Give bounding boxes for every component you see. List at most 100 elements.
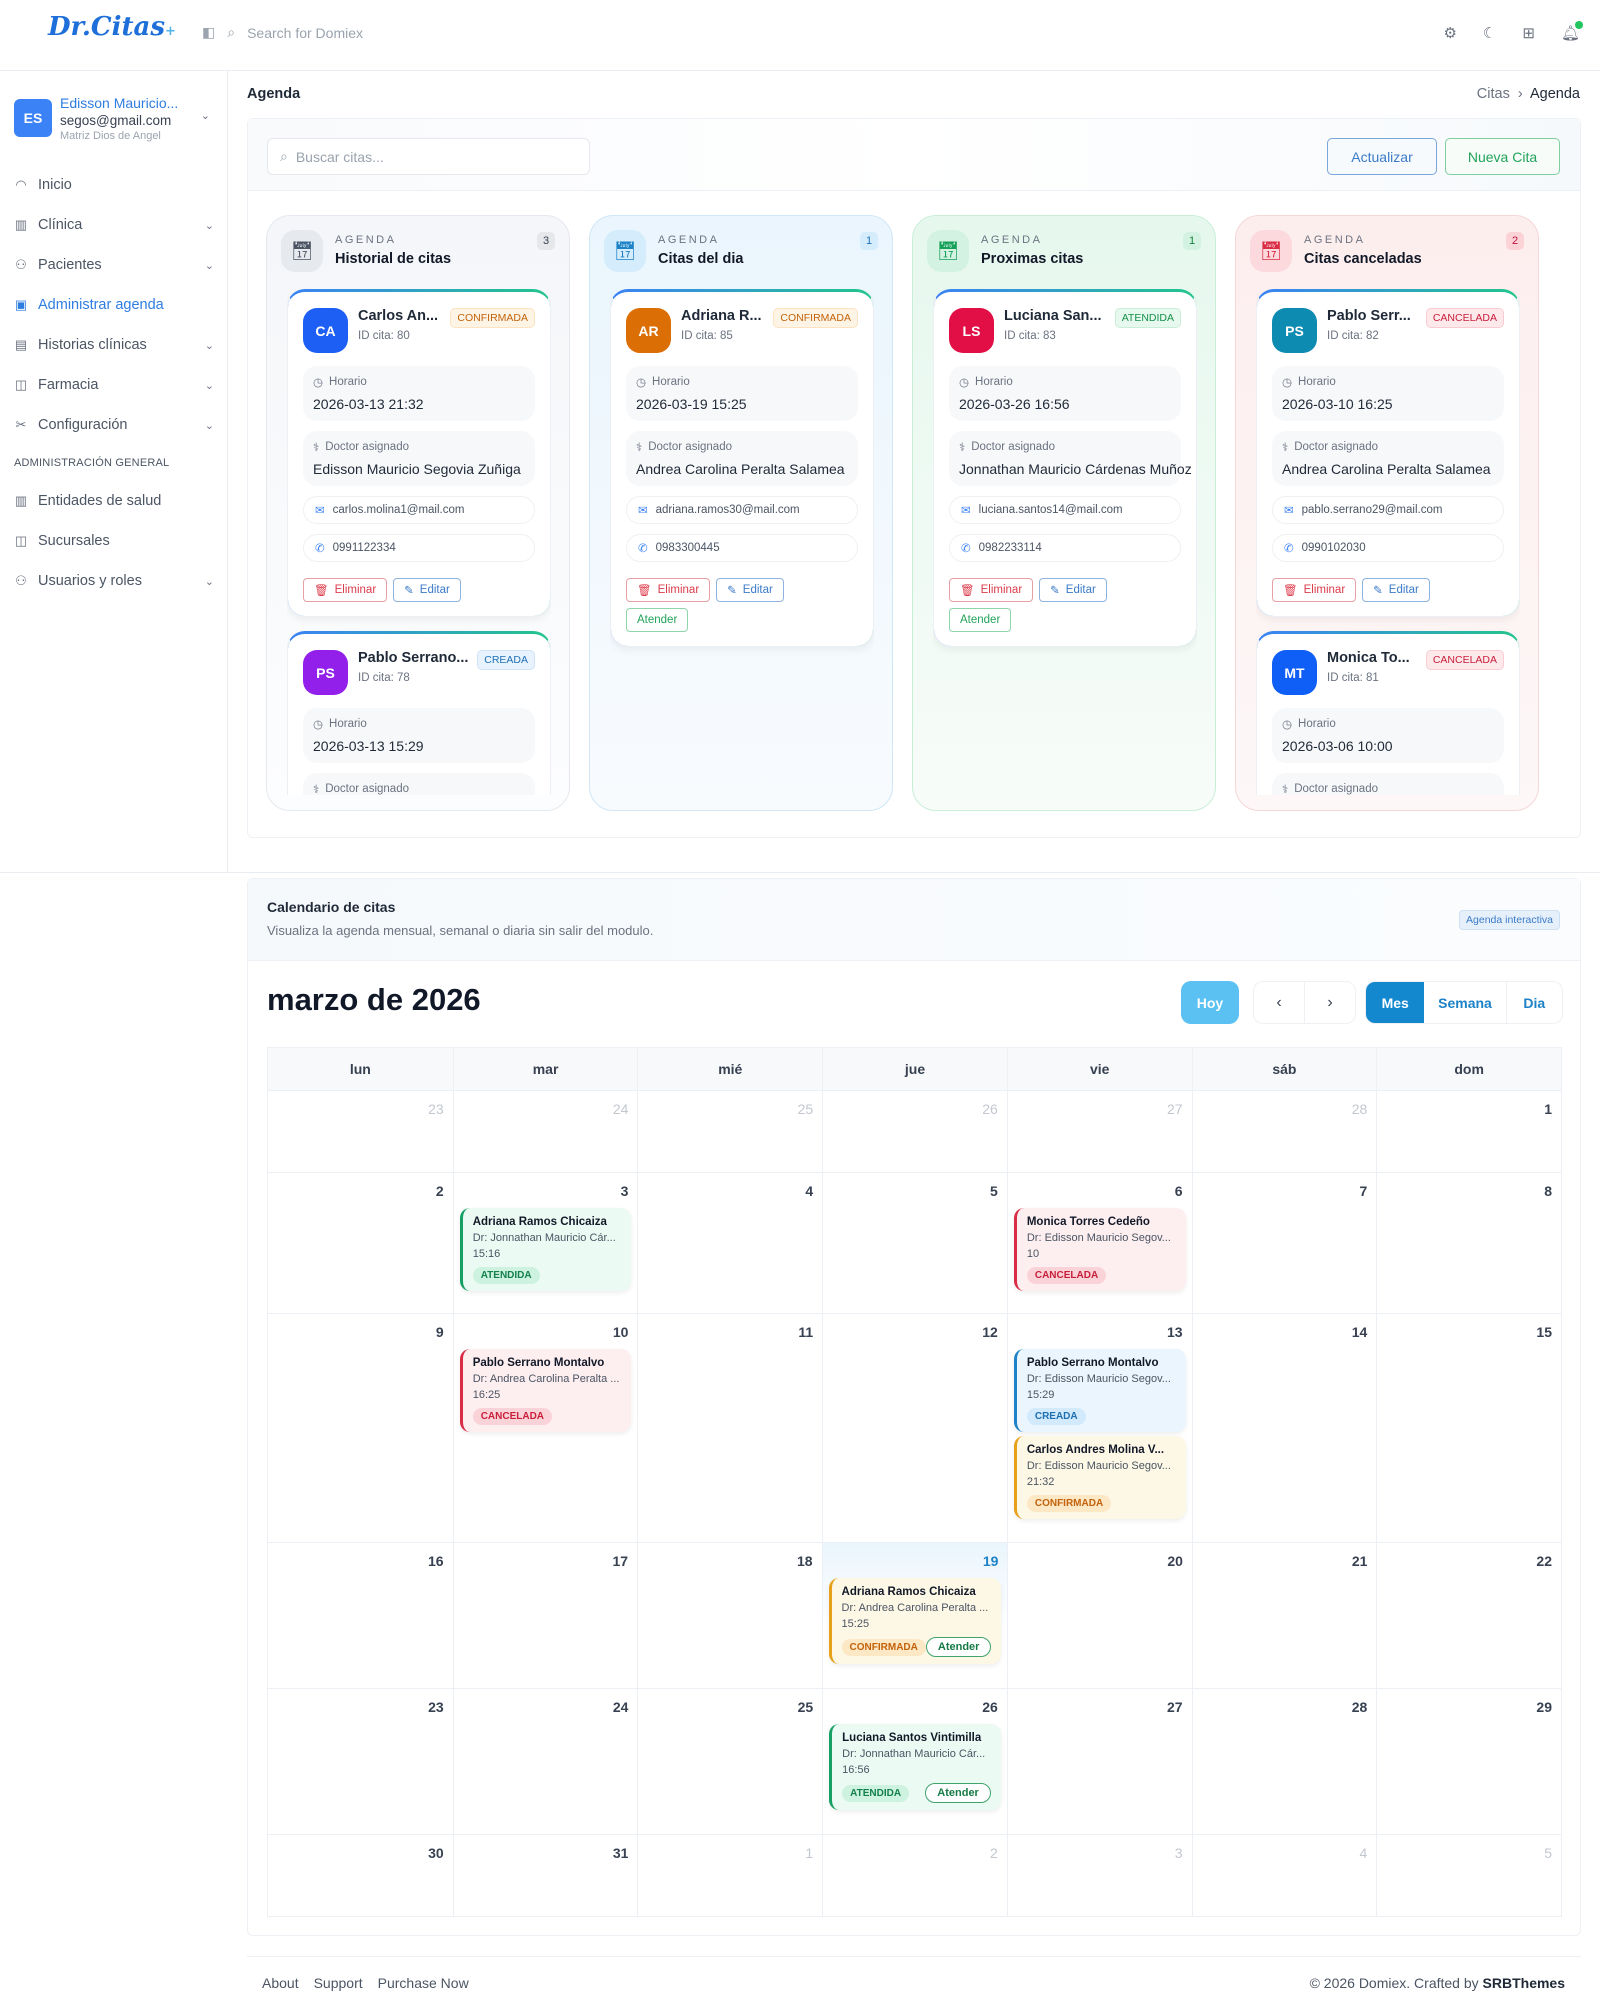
calendar-day-cell[interactable]: 15 — [1376, 1314, 1561, 1542]
user-profile[interactable]: ES Edisson Mauricio... segos@gmail.com M… — [14, 95, 214, 142]
editar-button[interactable]: ✎ Editar — [1039, 578, 1107, 602]
calendar-event[interactable]: Luciana Santos Vintimilla Dr: Jonnathan M… — [829, 1724, 1001, 1810]
calendar-day-cell[interactable]: 24 — [452, 1091, 638, 1172]
calendar-day-cell[interactable]: 8 — [1376, 1173, 1561, 1313]
eliminar-button[interactable]: 🗑︎ Eliminar — [626, 578, 711, 602]
appointment-card[interactable]: CA Carlos An... ID cita: 80 CONFIRMADA ◷ Hora… — [287, 289, 551, 617]
chevron-down-icon[interactable]: ⌄ — [204, 259, 214, 272]
calendar-day-cell[interactable]: 22 — [1376, 1543, 1561, 1688]
attend-button[interactable]: Atender — [925, 1637, 992, 1657]
chevron-right-icon[interactable]: › — [1304, 982, 1355, 1023]
calendar-day-cell[interactable]: 12 — [822, 1314, 1007, 1542]
calendar-day-cell[interactable]: 5 — [822, 1173, 1007, 1313]
sidebar-item-sucursales[interactable]: ◫ Sucursales — [14, 521, 214, 561]
calendar-day-cell[interactable]: 7 — [1191, 1173, 1377, 1313]
editar-button[interactable]: ✎ Editar — [716, 578, 784, 602]
calendar-day-cell[interactable]: 28 — [1191, 1689, 1377, 1834]
calendar-day-cell[interactable]: 21 — [1191, 1543, 1377, 1688]
chevron-down-icon[interactable]: ⌄ — [204, 575, 214, 588]
calendar-day-cell[interactable]: 26 — [822, 1091, 1007, 1172]
calendar-day-cell[interactable]: 3 Adriana Ramos Chicaiza Dr: Jonnathan Mau… — [452, 1173, 638, 1313]
moon-icon[interactable]: ☾ — [1482, 25, 1497, 42]
atender-button[interactable]: Atender — [626, 608, 689, 632]
refresh-button[interactable]: Actualizar — [1327, 138, 1437, 175]
sidebar-item-historias-clinicas[interactable]: ▤ Historias clínicas ⌄ — [14, 325, 214, 365]
brand-link[interactable]: SRBThemes — [1482, 1975, 1565, 1991]
calendar-day-cell[interactable]: 31 — [452, 1835, 638, 1916]
chevron-down-icon[interactable]: ⌄ — [204, 419, 214, 432]
appointment-card[interactable]: AR Adriana R... ID cita: 85 CONFIRMADA ◷ Hora… — [610, 289, 874, 647]
calendar-day-cell[interactable]: 16 — [268, 1543, 453, 1688]
calendar-day-cell[interactable]: 30 — [268, 1835, 453, 1916]
calendar-day-cell[interactable]: 1 — [1376, 1091, 1561, 1172]
editar-button[interactable]: ✎ Editar — [1362, 578, 1430, 602]
calendar-day-cell[interactable]: 1 — [637, 1835, 822, 1916]
sidebar-item-entidades-de-salud[interactable]: ▥ Entidades de salud — [14, 481, 214, 521]
calendar-day-cell[interactable]: 29 — [1376, 1689, 1561, 1834]
chevron-down-icon[interactable]: ⌄ — [200, 110, 210, 122]
logo[interactable]: Dr.Citas+ — [48, 12, 176, 42]
sidebar-item-inicio[interactable]: ◠ Inicio — [14, 165, 214, 205]
chevron-down-icon[interactable]: ⌄ — [204, 379, 214, 392]
appointment-card[interactable]: PS Pablo Serr... ID cita: 82 CANCELADA ◷ Hora… — [1256, 289, 1520, 617]
sidebar-item-configuracion[interactable]: ✂ Configuración ⌄ — [14, 405, 214, 445]
calendar-day-cell[interactable]: 6 Monica Torres Cedeño Dr: Edisson Maurici… — [1006, 1173, 1192, 1313]
footer-link-about[interactable]: About — [262, 1975, 299, 1991]
breadcrumb-citas[interactable]: Citas — [1476, 86, 1510, 102]
calendar-day-cell[interactable]: 17 — [452, 1543, 638, 1688]
sidebar-toggle-icon[interactable]: ◧ — [202, 24, 216, 40]
new-appointment-button[interactable]: Nueva Cita — [1445, 138, 1560, 175]
calendar-day-cell[interactable]: 20 — [1007, 1543, 1192, 1688]
footer-link-purchase[interactable]: Purchase Now — [377, 1975, 469, 1991]
eliminar-button[interactable]: 🗑︎ Eliminar — [1272, 578, 1357, 602]
footer-link-support[interactable]: Support — [313, 1975, 363, 1991]
sidebar-item-administrar-agenda[interactable]: ▣ Administrar agenda — [14, 285, 214, 325]
calendar-day-cell[interactable]: 28 — [1191, 1091, 1377, 1172]
calendar-event[interactable]: Pablo Serrano Montalvo Dr: Edisson Mauric… — [1013, 1349, 1186, 1432]
calendar-day-cell[interactable]: 18 — [637, 1543, 822, 1688]
eliminar-button[interactable]: 🗑︎ Eliminar — [949, 578, 1034, 602]
appointment-card[interactable]: LS Luciana San... ID cita: 83 ATENDIDA ◷ Hora… — [933, 289, 1197, 647]
calendar-event[interactable]: Pablo Serrano Montalvo Dr: Andrea Carolin… — [459, 1349, 632, 1432]
calendar-day-cell[interactable]: 27 — [1006, 1689, 1192, 1834]
calendar-event[interactable]: Monica Torres Cedeño Dr: Edisson Mauricio… — [1013, 1208, 1186, 1291]
editar-button[interactable]: ✎ Editar — [393, 578, 461, 602]
calendar-day-cell[interactable]: 10 Pablo Serrano Montalvo Dr: Andrea Carol… — [452, 1314, 638, 1542]
global-search[interactable]: ◧ ⌕ Search for Domiex — [202, 24, 363, 41]
calendar-day-cell[interactable]: 3 — [1006, 1835, 1192, 1916]
view-day-button[interactable]: Dia — [1505, 982, 1562, 1023]
calendar-day-cell[interactable]: 4 — [637, 1173, 822, 1313]
calendar-day-cell[interactable]: 25 — [637, 1091, 822, 1172]
calendar-day-cell[interactable]: 24 — [452, 1689, 638, 1834]
gear-icon[interactable]: ⚙ — [1443, 25, 1457, 42]
calendar-event[interactable]: Adriana Ramos Chicaiza Dr: Jonnathan Maur… — [459, 1208, 632, 1291]
calendar-day-cell[interactable]: 2 — [268, 1173, 453, 1313]
calendar-day-cell[interactable]: 4 — [1191, 1835, 1377, 1916]
calendar-day-cell[interactable]: 9 — [268, 1314, 453, 1542]
calendar-day-cell[interactable]: 26 Luciana Santos Vintimilla Dr: Jonnathan… — [822, 1689, 1007, 1834]
appointment-card[interactable]: PS Pablo Serrano... ID cita: 78 CREADA ◷ Hora… — [287, 631, 551, 795]
bell-icon[interactable]: 🔔︎ — [1561, 21, 1583, 42]
calendar-day-cell[interactable]: 19 Adriana Ramos Chicaiza Dr: Andrea Carol… — [821, 1543, 1008, 1688]
chevron-left-icon[interactable]: ‹ — [1276, 993, 1282, 1011]
calendar-event[interactable]: Carlos Andres Molina V... Dr: Edisson Mau… — [1013, 1436, 1186, 1519]
calendar-day-cell[interactable]: 27 — [1006, 1091, 1192, 1172]
eliminar-button[interactable]: 🗑︎ Eliminar — [303, 578, 388, 602]
calendar-day-cell[interactable]: 2 — [822, 1835, 1007, 1916]
calendar-day-cell[interactable]: 13 Pablo Serrano Montalvo Dr: Edisson Maur… — [1006, 1314, 1192, 1542]
view-week-button[interactable]: Semana — [1438, 994, 1492, 1011]
today-button[interactable]: Hoy — [1181, 981, 1239, 1024]
calendar-day-cell[interactable]: 14 — [1191, 1314, 1377, 1542]
chevron-down-icon[interactable]: ⌄ — [204, 219, 214, 232]
sidebar-item-pacientes[interactable]: ⚇ Pacientes ⌄ — [14, 245, 214, 285]
calendar-day-cell[interactable]: 23 — [268, 1689, 453, 1834]
search-citas-input[interactable]: ⌕ Buscar citas... — [267, 138, 590, 175]
view-month-button[interactable]: Mes — [1366, 982, 1425, 1023]
calendar-day-cell[interactable]: 11 — [637, 1314, 822, 1542]
atender-button[interactable]: Atender — [949, 608, 1012, 632]
chevron-down-icon[interactable]: ⌄ — [204, 339, 214, 352]
calendar-event[interactable]: Adriana Ramos Chicaiza Dr: Andrea Carolin… — [828, 1578, 1002, 1664]
global-search-input[interactable]: Search for Domiex — [247, 24, 364, 41]
sidebar-item-clinica[interactable]: ▥ Clínica ⌄ — [14, 205, 214, 245]
apps-grid-icon[interactable]: ⊞ — [1522, 25, 1535, 42]
